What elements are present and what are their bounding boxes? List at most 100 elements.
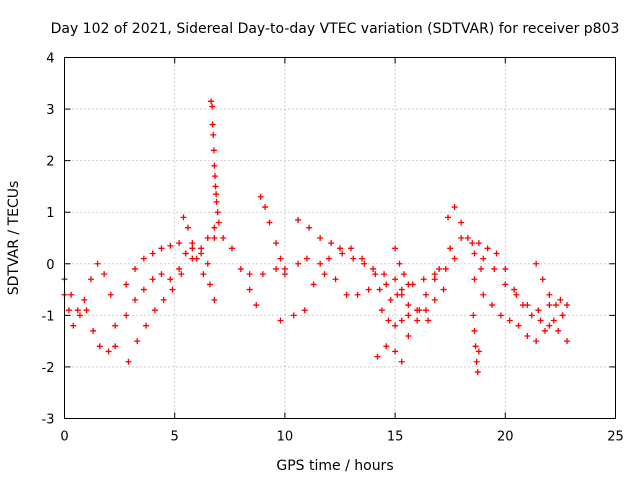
data-point [337,245,343,252]
data-point [392,322,399,329]
chart-title: Day 102 of 2021, Sidereal Day-to-day VTE… [51,21,620,37]
data-point [458,219,465,226]
data-point [398,286,405,293]
y-tick-label: -2 [42,361,55,376]
y-tick-label: -3 [42,413,55,428]
data-point [370,265,377,272]
data-point [87,276,94,283]
data-point [204,260,211,267]
data-point [212,173,219,180]
series-track-s [533,260,566,319]
data-point [94,260,101,267]
data-point [405,302,412,309]
data-point [167,276,174,283]
data-point [405,281,412,288]
data-point [470,312,477,319]
series-track-b [61,291,119,355]
plot-frame [64,57,616,419]
data-point [143,322,150,329]
data-point [90,327,97,334]
data-point [475,348,482,355]
series-spike-18.7h [470,312,482,376]
data-point [176,265,183,272]
data-point [405,332,412,339]
data-point [383,281,390,288]
x-tick-label: 25 [607,430,624,445]
data-point [359,255,366,262]
data-point [546,322,553,329]
data-point [290,312,297,319]
data-point [372,271,379,278]
data-point [253,302,260,309]
series-track-j [277,255,458,324]
data-point [365,286,372,293]
data-point [158,271,165,278]
y-tick-label: 4 [46,52,54,67]
data-point [204,235,211,241]
series-track-i [246,245,405,298]
y-tick-label: 3 [46,103,54,118]
series-track-k [295,216,432,324]
data-point [158,245,165,252]
data-point [208,98,215,105]
data-point [420,276,427,283]
data-point [310,281,317,288]
data-point [480,255,487,262]
series-track-h [257,193,288,278]
data-point [132,296,139,303]
series-track-f [180,214,218,303]
data-point [169,286,176,293]
data-point [343,291,350,298]
data-point [189,245,196,252]
x-tick-label: 15 [387,430,404,445]
data-point [425,317,432,324]
data-point [182,250,189,257]
data-point [533,260,540,267]
axis-ticks: 0 5 10 15 20 25 -3 -2 -1 0 1 2 3 4 [42,52,624,445]
data-point [392,348,399,355]
data-point [374,353,381,360]
data-point [295,216,302,223]
data-point [200,271,207,278]
data-point [211,235,218,241]
data-point [209,103,216,110]
data-point [491,265,498,272]
data-point [160,296,167,303]
data-point [277,255,284,262]
data-point [213,191,220,198]
data-point [511,286,518,293]
data-point [431,271,438,278]
data-point [281,265,288,272]
data-point [524,332,531,339]
data-point [140,286,147,293]
y-tick-label: -1 [42,309,55,324]
data-point [317,235,324,241]
series-track-q [475,240,571,345]
data-point [478,265,485,272]
data-point [528,312,535,319]
data-point [422,307,429,314]
data-point [123,312,130,319]
data-point [513,291,520,298]
data-point [215,219,222,226]
data-point [123,281,130,288]
data-point [552,302,559,309]
data-point [105,348,112,355]
data-point [328,240,335,247]
data-point [546,302,553,309]
data-point [306,224,313,231]
data-point [398,317,405,324]
y-tick-label: 2 [46,155,54,170]
data-point [398,358,405,365]
x-tick-label: 10 [277,430,294,445]
data-point [140,255,147,262]
data-point [564,338,571,345]
series-track-p [436,235,571,314]
data-point [376,286,383,293]
data-point [193,255,200,262]
data-point [180,214,187,221]
data-point [502,265,509,272]
data-point [405,312,412,319]
series-track-n [392,245,412,288]
